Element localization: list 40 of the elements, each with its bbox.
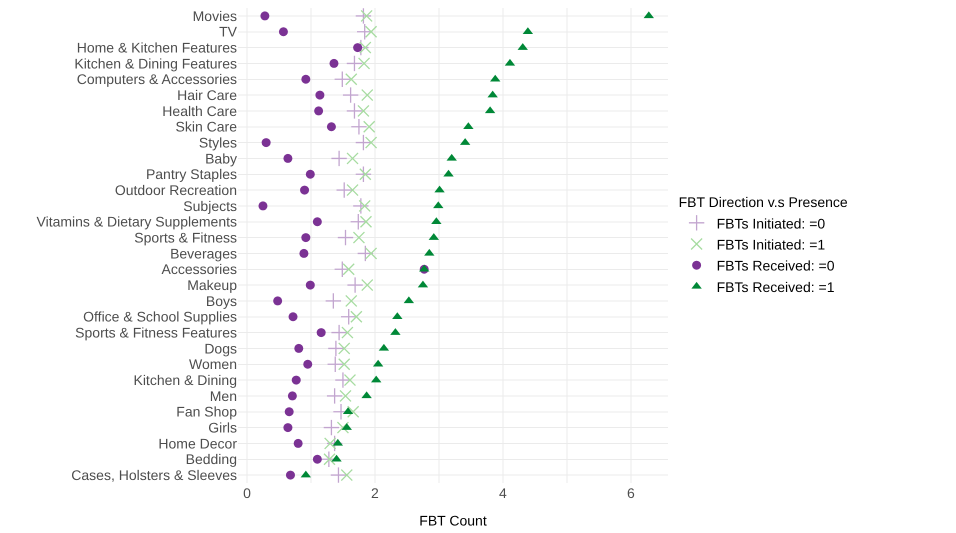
legend-label: FBTs Initiated: =1 (716, 236, 826, 252)
y-tick-label: Baby (205, 150, 237, 166)
y-tick-label: Sports & Fitness Features (75, 324, 237, 340)
x-tick-label: 4 (499, 485, 508, 501)
y-tick-label: Outdoor Recreation (114, 182, 237, 198)
y-tick-label: Kitchen & Dining (133, 372, 237, 388)
y-tick-label: Home Decor (158, 435, 238, 452)
y-tick-label: Pantry Staples (146, 166, 237, 182)
y-tick-label: Bedding (186, 451, 237, 468)
legend-label: FBTs Received: =1 (716, 278, 835, 295)
y-tick-label: Beverages (170, 245, 237, 262)
legend-label: FBTs Received: =0 (716, 258, 835, 274)
x-tick-label: 2 (371, 485, 380, 501)
y-tick-label: TV (219, 24, 238, 40)
y-tick-label: Kitchen & Dining Features (74, 55, 237, 72)
y-tick-label: Accessories (162, 261, 237, 278)
y-tick-label: Home & Kitchen Features (76, 39, 237, 56)
y-tick-label: Styles (198, 134, 237, 150)
y-tick-label: Sports & Fitness (134, 229, 237, 246)
y-tick-label: Fan Shop (176, 404, 238, 420)
y-tick-label: Health Care (162, 102, 238, 119)
y-tick-label: Girls (208, 419, 237, 436)
y-tick-label: Cases, Holsters & Sleeves (71, 466, 237, 483)
x-axis-title: FBT Count (419, 512, 487, 528)
y-tick-label: Hair Care (177, 86, 238, 103)
y-tick-label: Movies (192, 8, 237, 24)
x-tick-label: 6 (626, 485, 635, 501)
legend-label: FBTs Initiated: =0 (716, 215, 826, 232)
y-tick-label: Dogs (204, 340, 237, 356)
y-tick-label: Subjects (183, 198, 237, 214)
y-tick-label: Vitamins & Dietary Supplements (36, 214, 237, 230)
y-tick-label: Office & School Supplies (83, 308, 237, 325)
y-tick-label: Men (210, 388, 237, 404)
y-tick-label: Women (189, 356, 237, 372)
y-tick-label: Skin Care (176, 118, 238, 135)
y-tick-label: Makeup (187, 276, 238, 293)
y-tick-label: Computers & Accessories (76, 71, 237, 88)
x-tick-label: 0 (243, 485, 252, 501)
legend-title: FBT Direction v.s Presence (678, 194, 848, 210)
y-tick-label: Boys (206, 292, 237, 309)
